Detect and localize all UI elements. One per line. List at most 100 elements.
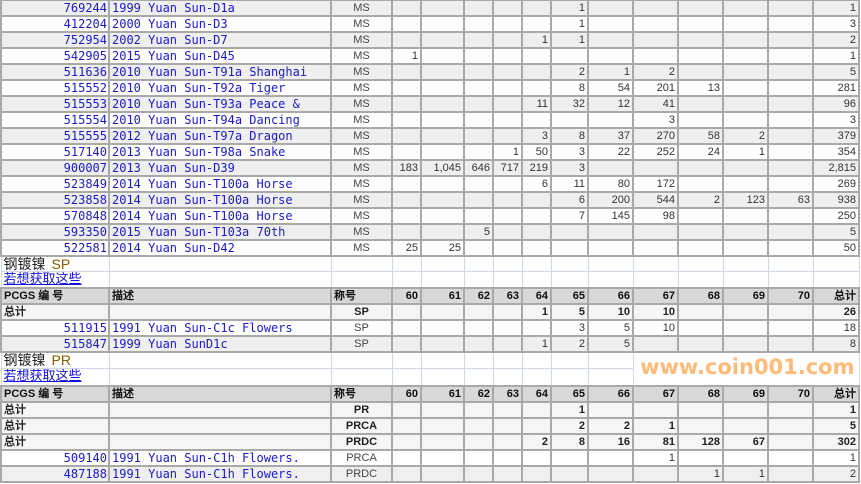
description-link[interactable]: 2014 Yuan Sun-T100a Horse	[108, 207, 332, 225]
pcgs-number-link[interactable]: 593350	[0, 223, 110, 241]
count-60	[391, 127, 422, 145]
count-62	[463, 0, 494, 17]
pcgs-number-link[interactable]: 515555	[0, 127, 110, 145]
pcgs-number-link[interactable]: 515554	[0, 111, 110, 129]
count-68	[677, 63, 724, 81]
pcgs-number-link[interactable]: 517140	[0, 143, 110, 161]
count-62	[463, 111, 494, 129]
count-67	[632, 401, 679, 419]
total-row: 总计 PRCA 2 2 1 5	[0, 417, 860, 435]
description-link[interactable]: 2010 Yuan Sun-T94a Dancing	[108, 111, 332, 129]
count-63	[492, 449, 523, 467]
description-link[interactable]: 2013 Yuan Sun-T98a Snake	[108, 143, 332, 161]
get-these-link[interactable]: 若想获取这些	[3, 368, 82, 384]
description-link[interactable]: 2014 Yuan Sun-T100a Horse	[108, 175, 332, 193]
table-row: 523858 2014 Yuan Sun-T100a Horse MS 6 200 544…	[0, 191, 860, 209]
description-link[interactable]: 2012 Yuan Sun-T97a Dragon	[108, 127, 332, 145]
count-60	[391, 223, 422, 241]
pcgs-number-link[interactable]: 509140	[0, 449, 110, 467]
pcgs-number-link[interactable]: 522581	[0, 239, 110, 257]
description-link[interactable]: 1991 Yuan Sun-C1h Flowers.	[108, 465, 332, 483]
header-grade-69: 69	[722, 287, 769, 305]
empty-cell	[108, 367, 332, 387]
empty-cell	[767, 271, 814, 289]
desc-cell	[108, 401, 332, 419]
count-64	[521, 111, 552, 129]
count-60	[391, 15, 422, 33]
pcgs-number-link[interactable]: 523858	[0, 191, 110, 209]
count-70	[767, 465, 814, 483]
count-62	[463, 15, 494, 33]
description-link[interactable]: 2013 Yuan Sun-D39	[108, 159, 332, 177]
count-65: 8	[550, 79, 589, 97]
count-68: 58	[677, 127, 724, 145]
count-65	[550, 449, 589, 467]
header-grade-63: 63	[492, 385, 523, 403]
pcgs-number-link[interactable]: 523849	[0, 175, 110, 193]
pcgs-number-link[interactable]: 769244	[0, 0, 110, 17]
count-69	[722, 223, 769, 241]
get-these-link[interactable]: 若想获取这些	[3, 271, 82, 286]
count-69: 2	[722, 127, 769, 145]
count-70	[767, 319, 814, 337]
count-65: 1	[550, 15, 589, 33]
description-link[interactable]: 1999 Yuan Sun-D1a	[108, 0, 332, 17]
description-link[interactable]: 2015 Yuan Sun-T103a 70th	[108, 223, 332, 241]
pcgs-number-link[interactable]: 487188	[0, 465, 110, 483]
header-grade-70: 70	[767, 287, 814, 305]
description-link[interactable]: 2014 Yuan Sun-D42	[108, 239, 332, 257]
description-link[interactable]: 1991 Yuan Sun-C1c Flowers	[108, 319, 332, 337]
row-total: 8	[812, 335, 860, 353]
count-60	[391, 449, 422, 467]
description-link[interactable]: 2010 Yuan Sun-T93a Peace &	[108, 95, 332, 113]
count-65: 2	[550, 417, 589, 435]
count-67	[632, 47, 679, 65]
grade-cell: MS	[330, 223, 393, 241]
count-61: 25	[420, 239, 465, 257]
row-total: 96	[812, 95, 860, 113]
count-65: 32	[550, 95, 589, 113]
description-link[interactable]: 2000 Yuan Sun-D3	[108, 15, 332, 33]
pcgs-number-link[interactable]: 511915	[0, 319, 110, 337]
count-61	[420, 417, 465, 435]
header-grade: 称号	[330, 287, 393, 305]
pcgs-number-link[interactable]: 515847	[0, 335, 110, 353]
description-link[interactable]: 2002 Yuan Sun-D7	[108, 31, 332, 49]
count-63	[492, 207, 523, 225]
count-64	[521, 63, 552, 81]
count-65: 1	[550, 31, 589, 49]
pcgs-number-link[interactable]: 511636	[0, 63, 110, 81]
empty-cell	[677, 271, 724, 289]
empty-cell	[420, 271, 465, 289]
count-69	[722, 15, 769, 33]
count-66	[587, 223, 634, 241]
pcgs-number-link[interactable]: 542905	[0, 47, 110, 65]
count-69	[722, 207, 769, 225]
description-link[interactable]: 2010 Yuan Sun-T92a Tiger	[108, 79, 332, 97]
pcgs-number-link[interactable]: 570848	[0, 207, 110, 225]
pcgs-number-link[interactable]: 412204	[0, 15, 110, 33]
grade-cell: MS	[330, 207, 393, 225]
pcgs-number-link[interactable]: 900007	[0, 159, 110, 177]
pcgs-number-link[interactable]: 515552	[0, 79, 110, 97]
description-link[interactable]: 2014 Yuan Sun-T100a Horse	[108, 191, 332, 209]
count-65: 1	[550, 401, 589, 419]
count-70	[767, 401, 814, 419]
row-total: 269	[812, 175, 860, 193]
header-grade-63: 63	[492, 287, 523, 305]
description-link[interactable]: 1991 Yuan Sun-C1h Flowers.	[108, 449, 332, 467]
count-68	[677, 417, 724, 435]
description-link[interactable]: 1999 Yuan SunD1c	[108, 335, 332, 353]
count-67	[632, 239, 679, 257]
pcgs-number-link[interactable]: 515553	[0, 95, 110, 113]
count-64: 11	[521, 95, 552, 113]
pcgs-number-link[interactable]: 752954	[0, 31, 110, 49]
description-link[interactable]: 2010 Yuan Sun-T91a Shanghai	[108, 63, 332, 81]
count-70	[767, 433, 814, 451]
count-68	[677, 207, 724, 225]
description-link[interactable]: 2015 Yuan Sun-D45	[108, 47, 332, 65]
count-63	[492, 175, 523, 193]
row-total: 302	[812, 433, 860, 451]
count-70	[767, 303, 814, 321]
count-63	[492, 335, 523, 353]
